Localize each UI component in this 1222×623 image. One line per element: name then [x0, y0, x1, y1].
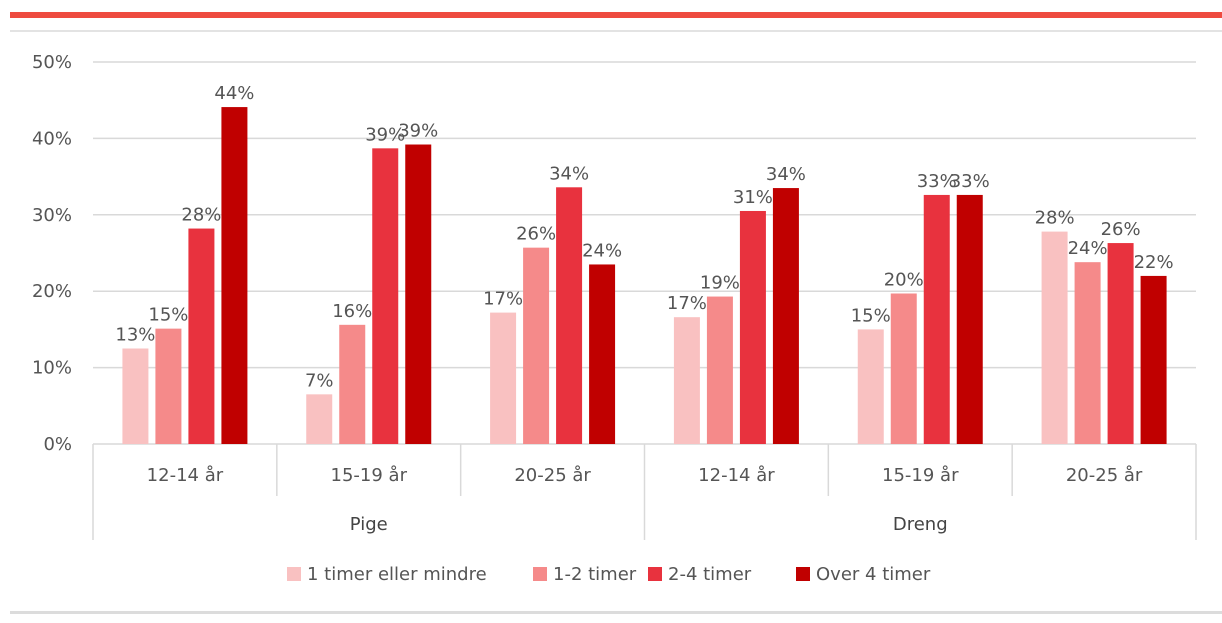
data-label: 26% — [516, 224, 556, 245]
bar — [890, 293, 917, 444]
y-tick-label: 30% — [32, 205, 72, 226]
legend-swatch — [533, 567, 547, 581]
data-label: 44% — [214, 83, 254, 104]
bar — [706, 296, 733, 444]
group-label: Dreng — [893, 514, 948, 535]
data-label: 7% — [305, 370, 334, 391]
data-label: 31% — [733, 187, 773, 208]
bar — [923, 194, 950, 444]
bar — [589, 264, 616, 444]
data-label: 17% — [483, 289, 523, 310]
data-label: 28% — [1035, 208, 1075, 229]
bottom-divider — [10, 611, 1222, 614]
data-label: 16% — [332, 301, 372, 322]
top-accent-bar — [10, 12, 1222, 18]
data-label: 26% — [1101, 219, 1141, 240]
bar — [221, 107, 248, 445]
data-label: 19% — [700, 273, 740, 294]
bar — [857, 329, 884, 444]
x-tick-label: 15-19 år — [882, 465, 959, 486]
data-label: 28% — [181, 205, 221, 226]
data-label: 15% — [851, 305, 891, 326]
bar — [1107, 243, 1134, 444]
legend-swatch — [287, 567, 301, 581]
legend-label: 2-4 timer — [668, 564, 752, 585]
legend-label: 1-2 timer — [553, 564, 637, 585]
legend-swatch — [648, 567, 662, 581]
legend-swatch — [796, 567, 810, 581]
group-label: Pige — [350, 514, 388, 535]
data-label: 33% — [917, 171, 957, 192]
bar — [122, 348, 149, 444]
bar — [405, 144, 432, 444]
y-tick-label: 40% — [32, 128, 72, 149]
legend-label: Over 4 timer — [816, 564, 931, 585]
bar — [1074, 262, 1101, 444]
bar — [956, 194, 983, 444]
bar — [739, 210, 766, 444]
x-tick-label: 20-25 år — [514, 465, 591, 486]
x-tick-label: 12-14 år — [147, 465, 224, 486]
bar — [556, 187, 583, 444]
bar — [772, 188, 799, 444]
bar — [1140, 275, 1167, 444]
bar — [188, 228, 215, 444]
bar — [155, 328, 182, 444]
data-label: 24% — [582, 240, 622, 261]
bar — [306, 394, 333, 444]
y-tick-label: 10% — [32, 358, 72, 379]
data-label: 39% — [398, 121, 438, 142]
data-label: 13% — [115, 325, 155, 346]
y-tick-label: 50% — [32, 52, 72, 73]
data-label: 39% — [365, 124, 405, 145]
bar — [523, 247, 550, 444]
data-label: 20% — [884, 269, 924, 290]
x-tick-label: 15-19 år — [331, 465, 408, 486]
data-label: 15% — [148, 305, 188, 326]
bar — [490, 312, 517, 444]
x-tick-label: 20-25 år — [1066, 465, 1143, 486]
bar — [372, 148, 399, 444]
y-tick-label: 0% — [43, 434, 72, 455]
data-label: 22% — [1134, 252, 1174, 273]
bar — [339, 324, 366, 444]
y-tick-label: 20% — [32, 281, 72, 302]
data-label: 17% — [667, 293, 707, 314]
top-divider — [10, 30, 1222, 32]
bar — [1041, 231, 1068, 444]
legend-label: 1 timer eller mindre — [307, 564, 487, 585]
data-label: 34% — [549, 163, 589, 184]
data-label: 24% — [1068, 238, 1108, 259]
x-tick-label: 12-14 år — [698, 465, 775, 486]
bar — [673, 317, 700, 444]
data-label: 33% — [950, 171, 990, 192]
data-label: 34% — [766, 164, 806, 185]
